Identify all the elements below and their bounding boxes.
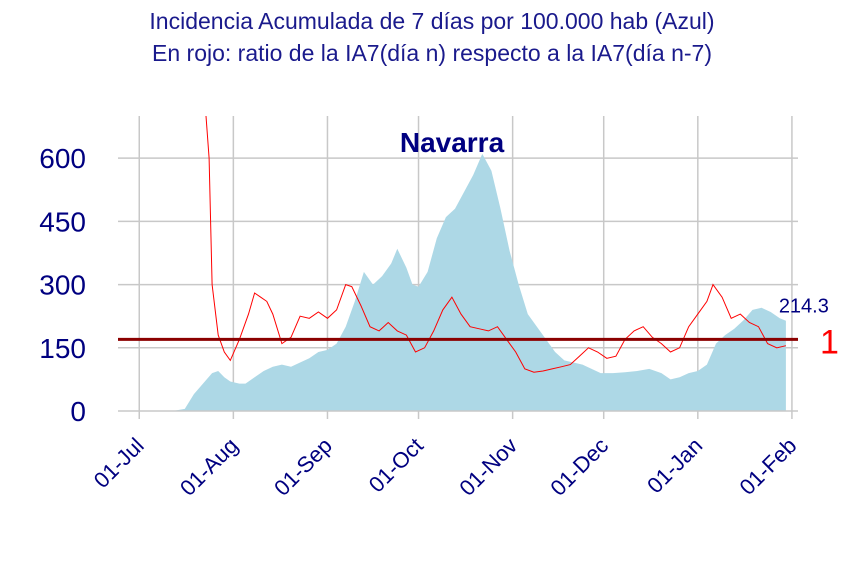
panel-title: Navarra [400,127,505,158]
y-tick-label: 300 [39,270,86,301]
last-value-label: 214.3 [779,296,829,318]
x-tick-label: 01-Jan [642,433,707,498]
x-tick-label: 01-Nov [454,433,522,501]
y-tick-label: 150 [39,333,86,364]
chart-title-line-1: Incidencia Acumulada de 7 días por 100.0… [149,8,715,34]
x-tick-label: 01-Jul [89,433,149,493]
chart-title-line-2: En rojo: ratio de la IA7(día n) respecto… [152,40,712,66]
ratio-line [205,115,787,373]
x-tick-label: 01-Aug [175,433,243,501]
y-tick-label: 450 [39,206,86,237]
x-tick-label: 01-Dec [545,433,613,501]
reference-label: 1 [820,323,839,361]
x-tick-label: 01-Feb [734,433,801,500]
incidence-area [148,153,786,411]
x-tick-label: 01-Oct [364,433,428,497]
x-tick-label: 01-Sep [269,433,337,501]
y-tick-label: 0 [70,396,86,427]
y-tick-label: 600 [39,143,86,174]
